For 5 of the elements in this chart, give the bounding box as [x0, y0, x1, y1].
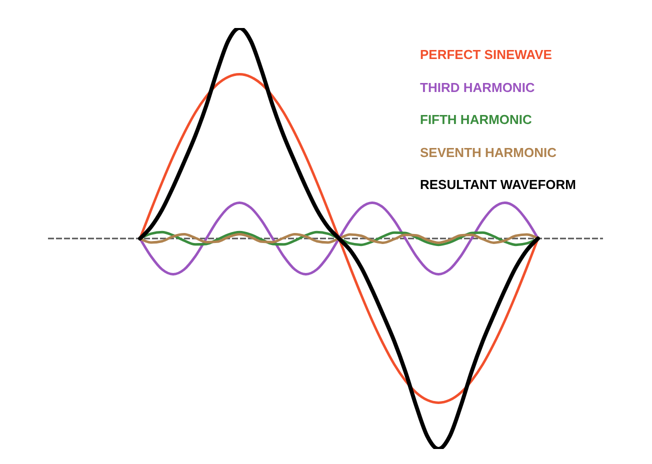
text: FIFTH HARMONIC [420, 112, 533, 129]
text: RESULTANT WAVEFORM [420, 177, 577, 194]
text: PERFECT SINEWAVE [420, 47, 553, 64]
text: THIRD HARMONIC [420, 80, 536, 96]
text: SEVENTH HARMONIC [420, 144, 558, 162]
